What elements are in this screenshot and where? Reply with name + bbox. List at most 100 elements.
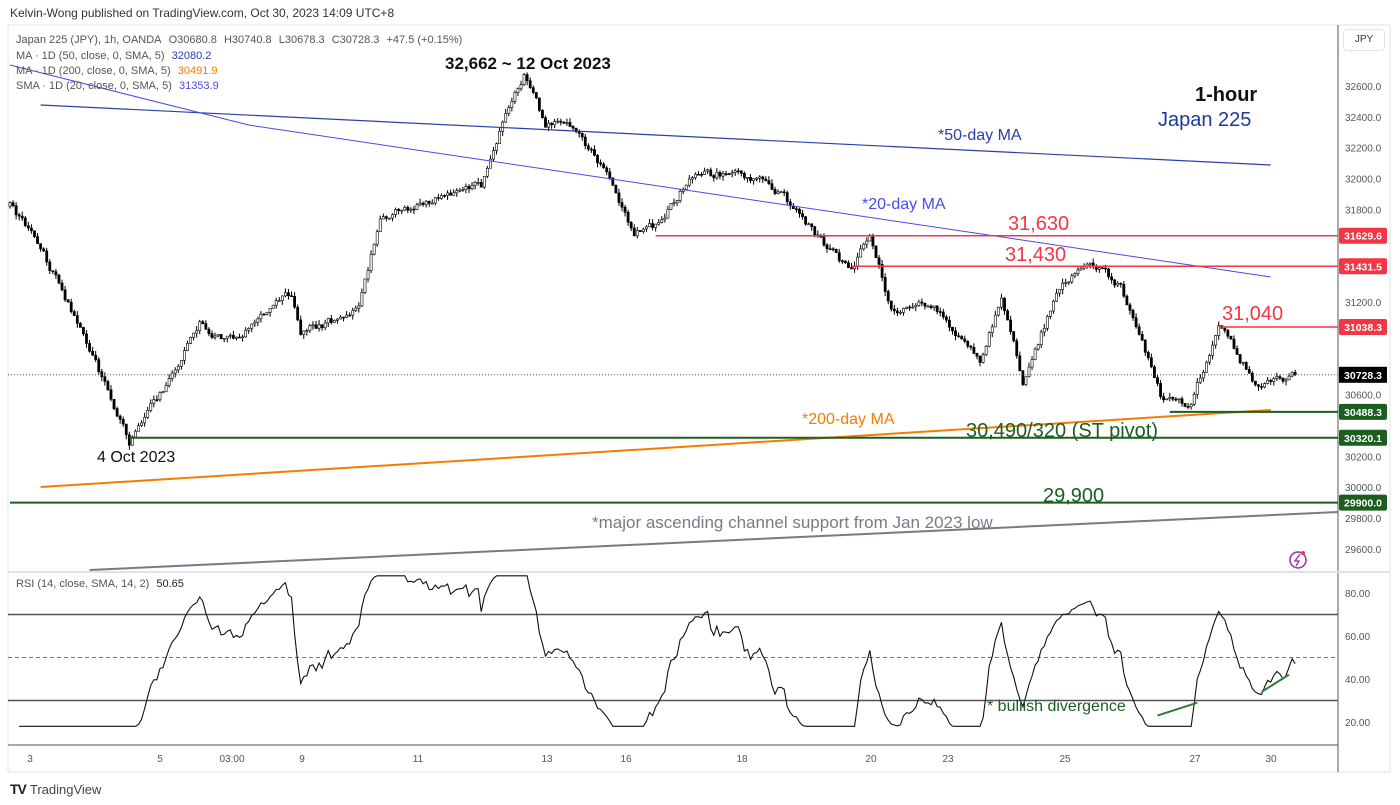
candle-body [1039, 331, 1043, 345]
candle-body [228, 334, 232, 337]
candle-body [889, 300, 893, 310]
candle-body [495, 143, 498, 151]
candle-body [1284, 379, 1288, 382]
legend-ma50[interactable]: MA · 1D (50, close, 0, SMA, 5) 32080.2 [16, 50, 215, 63]
candle-body [703, 170, 707, 175]
flash-bolt-icon [1293, 553, 1301, 567]
candle-body [244, 329, 248, 338]
candle-body [617, 192, 621, 203]
candle-body [886, 291, 890, 302]
low-annotation: 4 Oct 2023 [97, 449, 176, 466]
candle-body [302, 330, 306, 335]
candle-body [847, 262, 850, 268]
candle-body [1241, 362, 1245, 364]
candle-body [247, 328, 251, 331]
candle-body [648, 223, 651, 228]
candle-body [834, 248, 838, 253]
rsi-legend[interactable]: RSI (14, close, SMA, 14, 2) 50.65 [16, 578, 188, 591]
candle-body [241, 336, 244, 339]
price-label-box [1339, 494, 1387, 511]
candle-body [975, 353, 979, 357]
candle-body [669, 203, 673, 210]
candle-body [167, 378, 171, 386]
candle-body [345, 314, 349, 318]
candle-body [920, 301, 924, 304]
published-caption: Kelvin-Wong published on TradingView.com… [10, 6, 395, 20]
candle-body [871, 234, 875, 247]
candle-body [782, 191, 786, 194]
candle-body [280, 295, 284, 301]
candle-body [1254, 380, 1257, 386]
candle-body [537, 97, 541, 111]
notification-dot-icon [1301, 551, 1305, 555]
candle-body [586, 145, 590, 150]
candle-body [700, 173, 703, 176]
candle-body [571, 126, 575, 129]
candle-body [599, 162, 602, 165]
candle-body [951, 326, 954, 332]
candle-body [1257, 384, 1260, 387]
candle-body [568, 122, 572, 127]
ma50-label: MA · 1D (50, close, 0, SMA, 5) [16, 50, 165, 62]
candle-body [1174, 398, 1178, 401]
candle-body [654, 223, 658, 228]
candle-body [94, 354, 98, 360]
candle-body [779, 191, 783, 194]
candle-body [972, 346, 976, 354]
candle-body [489, 158, 492, 169]
candle-body [859, 248, 863, 258]
ohlc-open: O30680.8 [168, 34, 217, 46]
candle-body [72, 311, 76, 316]
candle-body [593, 149, 596, 156]
candle-body [323, 322, 327, 328]
candle-body [253, 321, 257, 325]
candle-body [583, 136, 587, 147]
candle-body [290, 295, 293, 298]
candle-body [1287, 375, 1291, 381]
candle-body [406, 207, 410, 211]
candle-body [715, 172, 719, 179]
time-tick-label: 16 [620, 754, 632, 765]
legend-ma200[interactable]: MA · 1D (200, close, 0, SMA, 5) 30491.9 [16, 65, 222, 78]
candle-body [1165, 398, 1169, 401]
price-label-text: 31431.5 [1344, 261, 1382, 273]
candle-body [231, 334, 235, 339]
resistance-31040-annotation: 31,040 [1222, 303, 1284, 325]
candle-body [357, 305, 361, 309]
time-tick-label: 25 [1059, 754, 1071, 765]
candle-body [219, 334, 223, 340]
candle-body [596, 155, 599, 164]
candle-body [436, 197, 440, 199]
candle-body [118, 415, 122, 420]
candle-body [1058, 289, 1061, 294]
candle-body [106, 381, 110, 391]
divergence-line [1157, 701, 1198, 717]
candle-body [1177, 398, 1181, 401]
candle-body [378, 218, 382, 232]
candle-body [473, 182, 477, 186]
instrument-annotation: Japan 225 [1158, 109, 1252, 131]
tradingview-logo[interactable]: TV TradingView [10, 781, 101, 797]
candle-body [1137, 326, 1141, 335]
legend-sma20[interactable]: SMA · 1D (20, close, 0, SMA, 5) 31353.9 [16, 80, 223, 93]
candle-body [843, 260, 847, 264]
candle-body [461, 189, 465, 191]
candle-body [978, 355, 982, 363]
candle-body [1070, 275, 1074, 283]
candle-body [394, 209, 397, 215]
candle-body [85, 333, 88, 344]
resistance-31430-annotation: 31,430 [1005, 244, 1067, 266]
candle-body [418, 202, 422, 206]
candle-body [400, 209, 404, 212]
candle-body [1250, 372, 1254, 382]
price-tick-label: 32200.0 [1345, 144, 1382, 155]
candle-body [1278, 376, 1282, 379]
candle-body [33, 230, 36, 237]
candle-body [121, 419, 125, 425]
currency-button[interactable]: JPY [1343, 29, 1385, 51]
candle-body [430, 202, 434, 205]
rsi-tick-label: 60.00 [1345, 632, 1370, 643]
candle-body [216, 334, 220, 337]
candle-body [409, 208, 413, 211]
